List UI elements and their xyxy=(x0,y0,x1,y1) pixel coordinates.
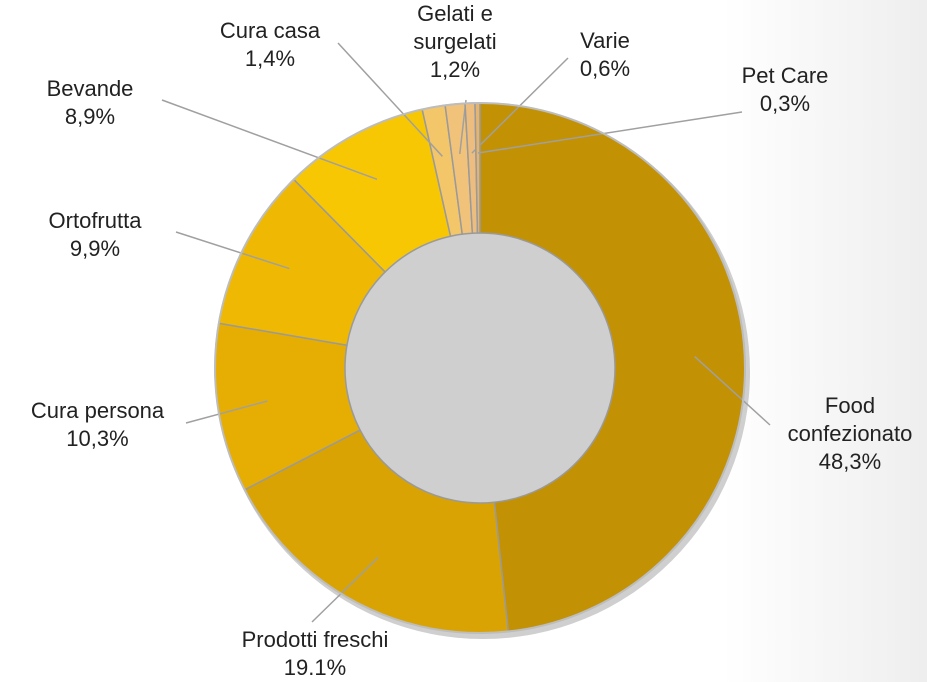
category-label: Cura persona xyxy=(30,398,165,423)
value-label: 8,9% xyxy=(64,104,116,129)
category-label: Food confezionato xyxy=(787,393,913,446)
leader-line xyxy=(694,355,771,426)
category-label: Bevande xyxy=(46,76,134,101)
leader-line xyxy=(161,99,378,180)
value-label: 9,9% xyxy=(69,236,121,261)
data-label: Gelati e surgelati 1,2% xyxy=(400,0,510,84)
data-label: Cura persona 10,3% xyxy=(0,397,195,453)
data-label: Varie 0,6% xyxy=(560,27,650,83)
category-label: Cura casa xyxy=(219,18,321,43)
category-label: Varie xyxy=(580,28,630,53)
data-label: Cura casa 1,4% xyxy=(200,17,340,73)
value-label: 1,4% xyxy=(244,46,296,71)
data-label: Food confezionato 48,3% xyxy=(760,392,927,476)
category-label: Ortofrutta xyxy=(48,208,142,233)
data-label: Ortofrutta 9,9% xyxy=(20,207,170,263)
data-label: Pet Care 0,3% xyxy=(720,62,850,118)
value-label: 0,6% xyxy=(579,56,631,81)
value-label: 10,3% xyxy=(66,426,129,451)
value-label: 1,2% xyxy=(429,57,481,82)
category-label: Prodotti freschi xyxy=(241,627,389,652)
leader-line xyxy=(337,42,443,157)
leader-line xyxy=(185,400,268,424)
leader-line xyxy=(477,111,743,154)
value-label: 0,3% xyxy=(759,91,811,116)
value-label: 19.1% xyxy=(283,655,347,680)
data-label: Bevande 8,9% xyxy=(20,75,160,131)
value-label: 48,3% xyxy=(818,449,882,474)
category-label: Gelati e surgelati xyxy=(413,1,497,54)
data-label: Prodotti freschi 19.1% xyxy=(200,626,430,682)
donut-rim xyxy=(214,102,746,634)
leader-line xyxy=(311,556,379,623)
category-label: Pet Care xyxy=(741,63,829,88)
leader-line xyxy=(175,231,290,270)
